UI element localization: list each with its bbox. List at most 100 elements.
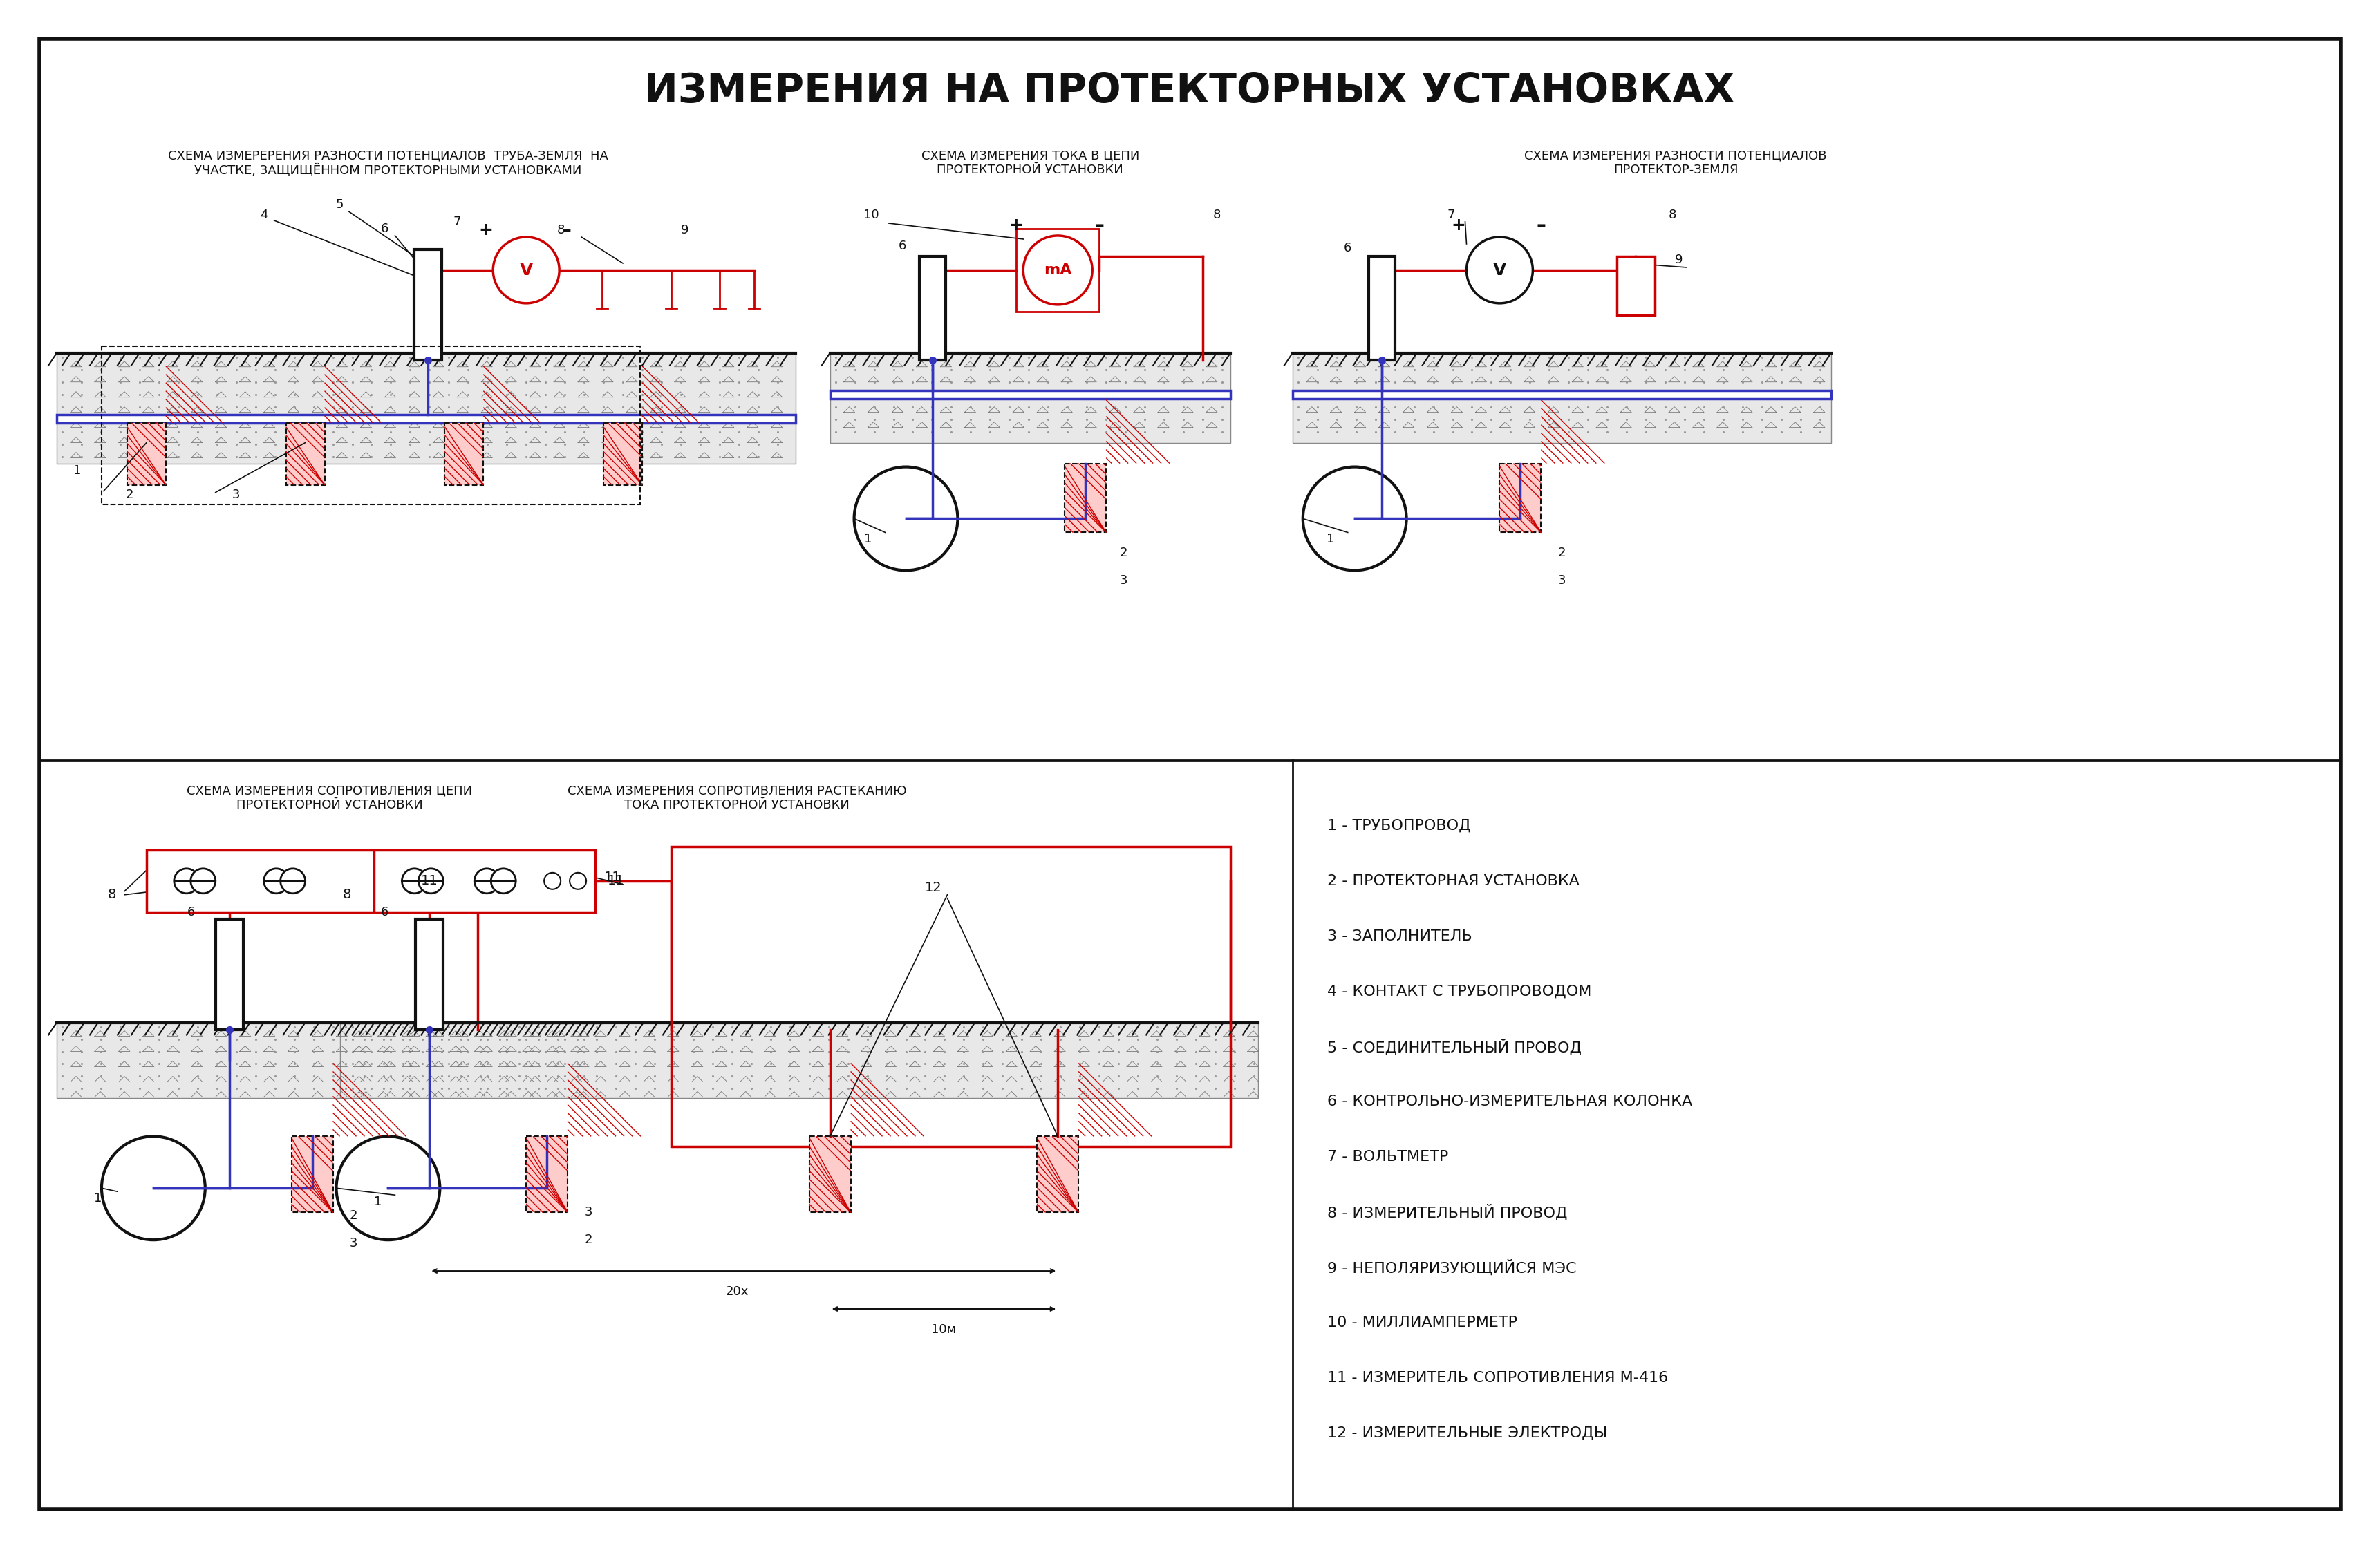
- Text: mA: mA: [1045, 263, 1071, 277]
- Text: 2: 2: [350, 1209, 357, 1221]
- Text: –: –: [1095, 215, 1104, 235]
- Bar: [57, 1023, 602, 1099]
- Text: 5 - СОЕДИНИТЕЛЬНЫЙ ПРОВОД: 5 - СОЕДИНИТЕЛЬНЫЙ ПРОВОД: [1328, 1039, 1580, 1054]
- Bar: [1616, 257, 1654, 314]
- Text: 20х: 20х: [726, 1285, 747, 1297]
- Text: 1: 1: [74, 464, 81, 477]
- Bar: [445, 423, 483, 485]
- Circle shape: [1302, 467, 1407, 570]
- Bar: [809, 1136, 850, 1212]
- Text: 8 - ИЗМЕРИТЕЛЬНЫЙ ПРОВОД: 8 - ИЗМЕРИТЕЛЬНЫЙ ПРОВОД: [1328, 1204, 1568, 1220]
- Text: 3: 3: [585, 1206, 593, 1218]
- Text: 12: 12: [926, 881, 942, 895]
- Text: СХЕМА ИЗМЕРЕНИЯ СОПРОТИВЛЕНИЯ РАСТЕКАНИЮ
ТОКА ПРОТЕКТОРНОЙ УСТАНОВКИ: СХЕМА ИЗМЕРЕНИЯ СОПРОТИВЛЕНИЯ РАСТЕКАНИЮ…: [566, 785, 907, 811]
- Text: 1: 1: [95, 1192, 102, 1204]
- Bar: [1038, 1136, 1078, 1212]
- Text: 3: 3: [233, 488, 240, 500]
- Text: 9: 9: [681, 224, 688, 237]
- Bar: [1368, 257, 1395, 359]
- Bar: [831, 353, 1230, 443]
- Circle shape: [1023, 235, 1092, 305]
- Bar: [671, 847, 1230, 1147]
- Text: 3: 3: [1559, 574, 1566, 587]
- Text: 7: 7: [1447, 209, 1454, 221]
- Text: 7: 7: [452, 215, 462, 228]
- Text: СХЕМА ИЗМЕРЕНИЯ ТОКА В ЦЕПИ
ПРОТЕКТОРНОЙ УСТАНОВКИ: СХЕМА ИЗМЕРЕНИЯ ТОКА В ЦЕПИ ПРОТЕКТОРНОЙ…: [921, 150, 1140, 176]
- Text: 11: 11: [605, 872, 621, 884]
- Text: СХЕМА ИЗМЕРЕНИЯ СОПРОТИВЛЕНИЯ ЦЕПИ
ПРОТЕКТОРНОЙ УСТАНОВКИ: СХЕМА ИЗМЕРЕНИЯ СОПРОТИВЛЕНИЯ ЦЕПИ ПРОТЕ…: [186, 785, 471, 811]
- Text: 11 - ИЗМЕРИТЕЛЬ СОПРОТИВЛЕНИЯ М-416: 11 - ИЗМЕРИТЕЛЬ СОПРОТИВЛЕНИЯ М-416: [1328, 1372, 1668, 1385]
- Text: 10м: 10м: [931, 1324, 957, 1336]
- Text: СХЕМА ИЗМЕРЕНИЯ РАЗНОСТИ ПОТЕНЦИАЛОВ
ПРОТЕКТОР-ЗЕМЛЯ: СХЕМА ИЗМЕРЕНИЯ РАЗНОСТИ ПОТЕНЦИАЛОВ ПРО…: [1526, 150, 1828, 176]
- Text: 5: 5: [336, 198, 343, 211]
- Text: СХЕМА ИЗМЕРЕРЕНИЯ РАЗНОСТИ ПОТЕНЦИАЛОВ  ТРУБА-ЗЕМЛЯ  НА
УЧАСТКЕ, ЗАЩИЩЁННОМ ПРОТ: СХЕМА ИЗМЕРЕРЕНИЯ РАЗНОСТИ ПОТЕНЦИАЛОВ Т…: [169, 150, 609, 176]
- Text: 1 - ТРУБОПРОВОД: 1 - ТРУБОПРОВОД: [1328, 819, 1471, 833]
- Text: 1: 1: [864, 533, 871, 545]
- Circle shape: [190, 868, 217, 893]
- Text: 7 - ВОЛЬТМЕТР: 7 - ВОЛЬТМЕТР: [1328, 1150, 1447, 1164]
- Bar: [416, 920, 443, 1029]
- Circle shape: [419, 868, 443, 893]
- Text: 6: 6: [381, 906, 388, 918]
- Text: 3: 3: [1119, 574, 1128, 587]
- Bar: [605, 423, 643, 485]
- Text: 6 - КОНТРОЛЬНО-ИЗМЕРИТЕЛЬНАЯ КОЛОНКА: 6 - КОНТРОЛЬНО-ИЗМЕРИТЕЛЬНАЯ КОЛОНКА: [1328, 1094, 1692, 1108]
- Text: 3 - ЗАПОЛНИТЕЛЬ: 3 - ЗАПОЛНИТЕЛЬ: [1328, 929, 1473, 943]
- Circle shape: [174, 868, 200, 893]
- Text: 2: 2: [126, 488, 133, 500]
- Text: 6: 6: [188, 906, 195, 918]
- Circle shape: [102, 1136, 205, 1240]
- Text: 6: 6: [1345, 241, 1352, 254]
- Bar: [526, 1136, 566, 1212]
- Bar: [148, 850, 409, 912]
- Text: 8: 8: [343, 889, 350, 901]
- Bar: [102, 347, 640, 505]
- Circle shape: [336, 1136, 440, 1240]
- Text: V: V: [519, 262, 533, 279]
- Text: 10 - МИЛЛИАМПЕРМЕТР: 10 - МИЛЛИАМПЕРМЕТР: [1328, 1316, 1516, 1330]
- Text: 12 - ИЗМЕРИТЕЛЬНЫЕ ЭЛЕКТРОДЫ: 12 - ИЗМЕРИТЕЛЬНЫЕ ЭЛЕКТРОДЫ: [1328, 1426, 1606, 1440]
- Circle shape: [281, 868, 305, 893]
- Text: +: +: [478, 221, 493, 238]
- Text: 8: 8: [1668, 209, 1676, 221]
- Bar: [1016, 229, 1100, 311]
- Text: 11: 11: [421, 875, 438, 887]
- Bar: [217, 920, 243, 1029]
- Text: 4 - КОНТАКТ С ТРУБОПРОВОДОМ: 4 - КОНТАКТ С ТРУБОПРОВОДОМ: [1328, 985, 1592, 998]
- Text: –: –: [562, 220, 571, 240]
- Circle shape: [402, 868, 426, 893]
- Bar: [374, 850, 595, 912]
- Bar: [414, 249, 443, 359]
- Bar: [340, 1023, 1259, 1099]
- Bar: [286, 423, 324, 485]
- Circle shape: [569, 873, 585, 889]
- Circle shape: [1466, 237, 1533, 303]
- Text: 8: 8: [557, 224, 564, 237]
- Text: ИЗМЕРЕНИЯ НА ПРОТЕКТОРНЫХ УСТАНОВКАХ: ИЗМЕРЕНИЯ НА ПРОТЕКТОРНЫХ УСТАНОВКАХ: [645, 71, 1735, 110]
- Text: 9: 9: [1676, 254, 1683, 266]
- Bar: [290, 1136, 333, 1212]
- Bar: [126, 423, 167, 485]
- Text: –: –: [1535, 215, 1547, 235]
- Circle shape: [474, 868, 500, 893]
- Text: 6: 6: [381, 223, 388, 235]
- Text: 8: 8: [1214, 209, 1221, 221]
- Text: +: +: [1009, 217, 1023, 234]
- Text: V: V: [1492, 262, 1507, 279]
- Text: 4: 4: [259, 209, 269, 221]
- Text: +: +: [1452, 217, 1466, 234]
- Circle shape: [545, 873, 562, 889]
- Bar: [919, 257, 945, 359]
- Text: 9 - НЕПОЛЯРИЗУЮЩИЙСЯ МЭС: 9 - НЕПОЛЯРИЗУЮЩИЙСЯ МЭС: [1328, 1260, 1576, 1276]
- Text: 1: 1: [1326, 533, 1335, 545]
- Text: 11: 11: [607, 875, 624, 887]
- Text: 1: 1: [374, 1195, 381, 1207]
- Text: 6: 6: [900, 240, 907, 252]
- Bar: [1499, 463, 1542, 533]
- Circle shape: [854, 467, 957, 570]
- Bar: [57, 415, 795, 423]
- Text: 3: 3: [350, 1237, 357, 1249]
- Circle shape: [264, 868, 288, 893]
- Text: 2: 2: [1559, 546, 1566, 559]
- Bar: [1064, 463, 1107, 533]
